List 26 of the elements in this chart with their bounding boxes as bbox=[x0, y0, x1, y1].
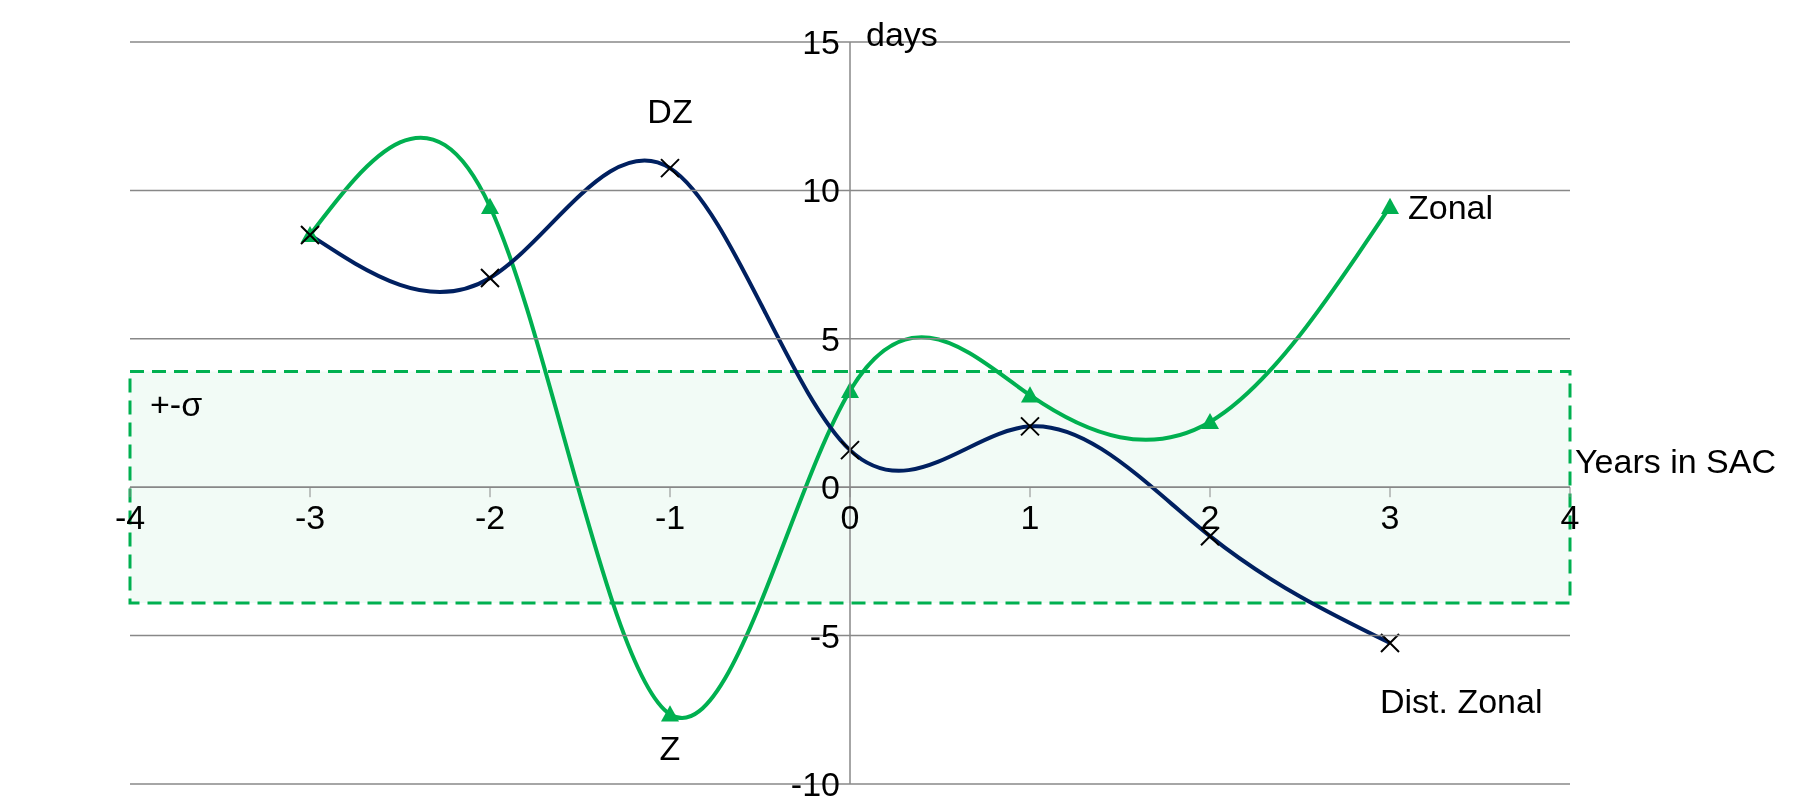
series-label: Dist. Zonal bbox=[1380, 682, 1543, 721]
x-tick-label: -4 bbox=[114, 498, 146, 537]
point bbox=[661, 705, 679, 722]
y-tick-label: 15 bbox=[802, 23, 840, 61]
x-tick-label: 3 bbox=[1380, 498, 1400, 537]
y-tick-label: 10 bbox=[802, 171, 840, 210]
x-tick-label: -1 bbox=[654, 498, 686, 537]
x-tick-label: -3 bbox=[294, 498, 326, 537]
x-axis-title: Years in SAC bbox=[1575, 442, 1776, 481]
y-tick-label: -5 bbox=[809, 616, 840, 655]
annotation: Z bbox=[659, 729, 681, 768]
x-tick-label: 4 bbox=[1560, 498, 1580, 537]
band-label: +-σ bbox=[150, 384, 203, 423]
y-tick-label: -10 bbox=[790, 765, 840, 803]
x-tick-label: 1 bbox=[1020, 498, 1040, 537]
annotation: DZ bbox=[647, 92, 693, 131]
point bbox=[1381, 197, 1399, 214]
point bbox=[1021, 386, 1039, 403]
point bbox=[1201, 412, 1219, 430]
y-tick-label: 0 bbox=[821, 468, 840, 507]
y-axis-title: days bbox=[866, 15, 938, 53]
series-label: Zonal bbox=[1408, 187, 1494, 226]
y-tick-label: 5 bbox=[821, 319, 840, 358]
point bbox=[481, 197, 499, 214]
x-tick-label: -2 bbox=[474, 498, 506, 537]
x-tick-label: 2 bbox=[1200, 498, 1220, 537]
